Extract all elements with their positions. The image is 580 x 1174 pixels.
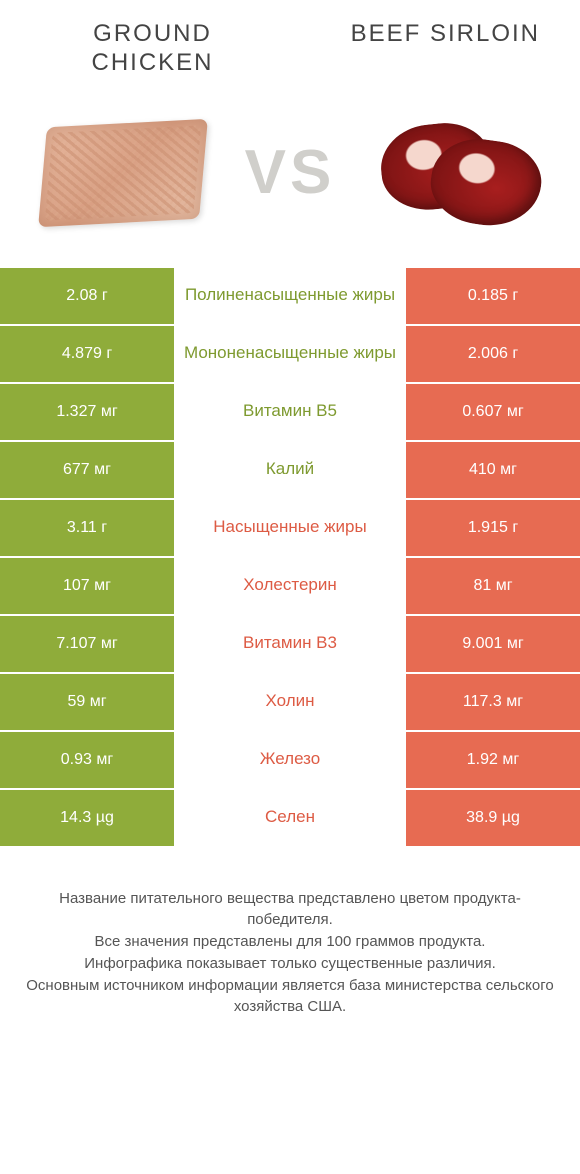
table-row: 7.107 мгВитамин B39.001 мг (0, 616, 580, 674)
table-row: 677 мгКалий410 мг (0, 442, 580, 500)
ground-chicken-illustration (38, 118, 208, 226)
value-left: 7.107 мг (0, 616, 174, 672)
table-row: 1.327 мгВитамин B50.607 мг (0, 384, 580, 442)
image-ground-chicken (38, 108, 208, 238)
comparison-table: 2.08 гПолиненасыщенные жиры0.185 г4.879 … (0, 268, 580, 848)
nutrient-label: Железо (174, 732, 406, 788)
nutrient-label: Мононенасыщенные жиры (174, 326, 406, 382)
value-left: 0.93 мг (0, 732, 174, 788)
nutrient-label: Селен (174, 790, 406, 846)
image-beef-sirloin (372, 108, 542, 238)
table-row: 14.3 µgСелен38.9 µg (0, 790, 580, 848)
value-right: 0.607 мг (406, 384, 580, 440)
value-right: 410 мг (406, 442, 580, 498)
titles-row: GROUND CHICKEN BEEF SIRLOIN (0, 0, 580, 88)
table-row: 3.11 гНасыщенные жиры1.915 г (0, 500, 580, 558)
title-right: BEEF SIRLOIN (315, 20, 540, 78)
nutrient-label: Холин (174, 674, 406, 730)
table-row: 107 мгХолестерин81 мг (0, 558, 580, 616)
value-right: 1.915 г (406, 500, 580, 556)
nutrient-label: Витамин B3 (174, 616, 406, 672)
table-row: 59 мгХолин117.3 мг (0, 674, 580, 732)
value-right: 0.185 г (406, 268, 580, 324)
value-right: 117.3 мг (406, 674, 580, 730)
value-left: 107 мг (0, 558, 174, 614)
footer-line: Название питательного вещества представл… (22, 888, 558, 932)
footer-line: Основным источником информации является … (22, 975, 558, 1019)
nutrient-label: Холестерин (174, 558, 406, 614)
vs-label: VS (245, 137, 336, 208)
table-row: 0.93 мгЖелезо1.92 мг (0, 732, 580, 790)
value-right: 38.9 µg (406, 790, 580, 846)
beef-illustration (377, 118, 537, 228)
value-right: 9.001 мг (406, 616, 580, 672)
value-right: 81 мг (406, 558, 580, 614)
value-left: 4.879 г (0, 326, 174, 382)
footer-line: Инфографика показывает только существенн… (22, 953, 558, 975)
value-left: 677 мг (0, 442, 174, 498)
value-left: 3.11 г (0, 500, 174, 556)
value-left: 1.327 мг (0, 384, 174, 440)
nutrient-label: Витамин B5 (174, 384, 406, 440)
value-left: 14.3 µg (0, 790, 174, 846)
nutrient-label: Насыщенные жиры (174, 500, 406, 556)
table-row: 4.879 гМононенасыщенные жиры2.006 г (0, 326, 580, 384)
title-left: GROUND CHICKEN (40, 20, 265, 78)
hero-row: VS (0, 88, 580, 268)
value-left: 2.08 г (0, 268, 174, 324)
footer-line: Все значения представлены для 100 граммо… (22, 931, 558, 953)
footer-notes: Название питательного вещества представл… (0, 848, 580, 1039)
value-left: 59 мг (0, 674, 174, 730)
table-row: 2.08 гПолиненасыщенные жиры0.185 г (0, 268, 580, 326)
nutrient-label: Калий (174, 442, 406, 498)
nutrient-label: Полиненасыщенные жиры (174, 268, 406, 324)
value-right: 2.006 г (406, 326, 580, 382)
value-right: 1.92 мг (406, 732, 580, 788)
